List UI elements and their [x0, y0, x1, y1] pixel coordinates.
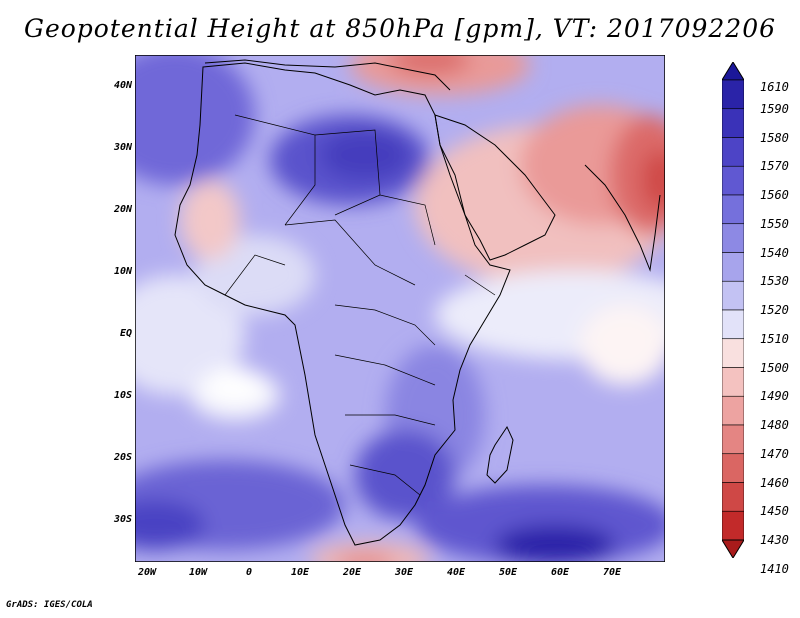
colorbar-tick-label: 1560 — [760, 188, 789, 202]
colorbar-swatch — [722, 367, 744, 397]
colorbar-tick-label: 1480 — [760, 418, 789, 432]
lon-tick-label: 70E — [602, 567, 622, 578]
lat-tick-label: 40N — [113, 80, 132, 91]
lon-tick-label: 50E — [498, 567, 518, 578]
lon-tick-label: 0 — [245, 567, 253, 578]
colorbar-swatch — [722, 79, 744, 110]
coastlines — [174, 59, 661, 546]
field-cell — [310, 542, 430, 562]
colorbar-swatch — [722, 108, 744, 138]
lat-tick-label: 30S — [113, 514, 132, 525]
colorbar-swatch — [722, 280, 744, 311]
colorbar-swatch — [722, 510, 744, 541]
lon-tick-label: 20E — [342, 567, 362, 578]
colorbar-swatch — [722, 424, 744, 455]
india-coastline — [584, 164, 661, 272]
field-cell — [205, 367, 265, 403]
chart-title: Geopotential Height at 850hPa [gpm], VT:… — [23, 14, 777, 43]
lat-tick-label: 10N — [113, 266, 132, 277]
colorbar-tick-label: 1520 — [760, 303, 789, 317]
colorbar-tick-label: 1510 — [760, 331, 789, 346]
field-cell — [335, 554, 395, 562]
colorbar-swatch — [722, 395, 744, 426]
lat-tick-label: 20N — [113, 204, 132, 215]
colorbar-tick-label: 1430 — [760, 533, 789, 547]
europe-coastline — [204, 59, 451, 91]
country-borders — [224, 114, 496, 496]
lon-tick-label: 40E — [446, 567, 466, 578]
colorbar-tick-label: 1580 — [760, 130, 789, 145]
colorbar-tick-label: 1410 — [760, 561, 789, 576]
lon-tick-label: 10W — [188, 567, 208, 578]
colorbar-tick-label: 1500 — [760, 360, 789, 375]
lat-tick-label: 20S — [113, 452, 132, 463]
colorbar-swatch — [722, 223, 744, 253]
colorbar — [722, 62, 744, 558]
colorbar-swatch — [722, 482, 744, 512]
lon-tick-label: 30E — [394, 567, 414, 578]
field-cell — [135, 55, 255, 185]
colorbar-tick-label: 1540 — [760, 245, 789, 260]
lon-tick-label: 20W — [137, 567, 157, 578]
lat-tick-label: EQ — [119, 328, 132, 339]
field-cell — [495, 525, 615, 562]
height-field-map — [135, 55, 665, 562]
colorbar-top-arrow — [722, 62, 744, 81]
colorbar-tick-label: 1450 — [760, 504, 789, 519]
colorbar-tick-label: 1530 — [760, 274, 789, 289]
lat-tick-label: 10S — [113, 390, 132, 401]
colorbar-tick-label: 1460 — [760, 475, 789, 490]
madagascar-coastline — [486, 425, 514, 484]
colorbar-swatch — [722, 165, 744, 196]
colorbar-swatch — [722, 309, 744, 340]
field-cell — [355, 430, 455, 520]
colorbar-swatch — [722, 252, 744, 282]
lon-tick-label: 60E — [550, 567, 570, 578]
africa-coastline — [174, 62, 511, 546]
colorbar-tick-label: 1550 — [760, 216, 789, 231]
colorbar-tick-label: 1610 — [760, 80, 789, 94]
lon-tick-label: 10E — [290, 567, 310, 578]
colorbar-swatch — [722, 194, 744, 225]
colorbar-swatch — [722, 137, 744, 167]
grads-credit: GrADS: IGES/COLA — [6, 600, 93, 610]
colorbar-bottom-arrow — [722, 539, 744, 558]
colorbar-tick-label: 1590 — [760, 101, 789, 116]
field-cell — [320, 130, 410, 180]
lat-tick-label: 30N — [113, 142, 132, 153]
colorbar-tick-label: 1570 — [760, 159, 789, 174]
field-cell — [180, 180, 240, 260]
colorbar-swatch — [722, 453, 744, 483]
colorbar-tick-label: 1490 — [760, 389, 789, 404]
field-cell — [642, 150, 665, 210]
field-cell — [580, 305, 665, 385]
colorbar-swatch — [722, 338, 744, 368]
arabia-coastline — [434, 114, 556, 261]
field-cell — [135, 500, 205, 550]
colorbar-tick-label: 1470 — [760, 446, 789, 461]
